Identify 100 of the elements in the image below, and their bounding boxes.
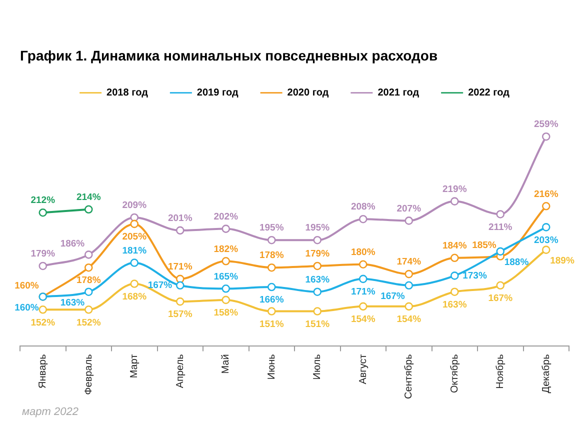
point [450, 288, 459, 296]
point [542, 223, 550, 232]
data-label: 163% [305, 274, 330, 286]
legend-label: 2021 год [378, 88, 420, 99]
point [496, 281, 505, 290]
point [84, 250, 93, 259]
point [404, 270, 414, 278]
data-label: 160% [14, 280, 40, 292]
data-label: 184% [442, 240, 468, 252]
data-label: 208% [350, 202, 376, 213]
data-label: 214% [76, 192, 102, 204]
data-label: 151% [305, 318, 330, 330]
point [358, 274, 368, 284]
point [38, 208, 48, 217]
data-label: 152% [30, 317, 56, 328]
data-label: 167% [488, 293, 514, 304]
point [130, 280, 139, 288]
point [222, 284, 230, 293]
x-tick-label: Ноябрь [495, 354, 506, 389]
chart-title: График 1. Динамика номинальных повседневных расходов [20, 47, 438, 64]
data-label: 154% [396, 314, 422, 326]
data-label: 182% [214, 244, 239, 255]
point [176, 297, 184, 306]
data-label: 158% [214, 308, 239, 319]
point [84, 306, 93, 314]
legend-label: 2018 год [106, 88, 149, 99]
point [84, 263, 93, 272]
point [358, 214, 368, 224]
data-label: 179% [305, 248, 330, 260]
data-label: 259% [534, 119, 559, 130]
point [358, 260, 368, 269]
point [450, 197, 459, 206]
x-tick-label: Февраль [83, 354, 94, 395]
legend-label: 2020 год [287, 88, 330, 99]
point [176, 281, 184, 290]
data-label: 216% [534, 188, 559, 200]
x-tick-label: Декабрь [540, 354, 552, 394]
point [313, 236, 322, 244]
data-label: 160% [14, 302, 40, 314]
x-tick-label: Май [220, 354, 232, 374]
point [222, 296, 230, 304]
point [542, 132, 550, 141]
data-label: 202% [214, 211, 239, 222]
data-label: 207% [396, 203, 422, 214]
data-label: 165% [214, 271, 239, 282]
data-label: 152% [76, 317, 102, 328]
data-label: 166% [259, 294, 284, 306]
data-label: 171% [168, 262, 193, 273]
x-tick-label: Март [129, 354, 140, 378]
point [222, 256, 230, 266]
data-label: 211% [488, 222, 513, 233]
data-label: 195% [259, 222, 284, 234]
point [130, 258, 139, 267]
point [38, 306, 48, 314]
data-label: 167% [380, 291, 406, 302]
x-tick-label: Октябрь [449, 354, 460, 393]
data-label: 157% [168, 309, 193, 320]
point [38, 262, 48, 270]
point [496, 247, 505, 256]
data-label: 212% [30, 195, 56, 206]
data-label: 168% [122, 291, 148, 302]
point [130, 220, 139, 228]
point [313, 288, 322, 296]
text: март 2022 [22, 406, 78, 418]
data-label: 189% [550, 255, 575, 266]
data-label: 171% [350, 286, 376, 298]
x-tick-label: Сентябрь [404, 354, 415, 400]
data-label: 201% [168, 213, 193, 224]
point [404, 302, 414, 311]
point [496, 210, 505, 218]
legend-label: 2022 год [468, 88, 510, 99]
data-label: 178% [76, 275, 102, 286]
x-tick-label: Июль [312, 354, 324, 380]
x-tick-label: Январь [38, 354, 49, 388]
data-label: 180% [350, 246, 376, 258]
x-tick-label: Июнь [266, 354, 278, 380]
data-label: 185% [472, 240, 497, 251]
point [404, 216, 414, 225]
data-label: 209% [122, 200, 148, 212]
data-label: 163% [442, 299, 468, 310]
point [84, 205, 93, 214]
point [267, 307, 276, 316]
point [222, 224, 230, 233]
data-label: 219% [442, 184, 468, 195]
data-label: 178% [259, 250, 284, 262]
point [542, 246, 550, 254]
data-label: 179% [30, 248, 56, 260]
point [267, 263, 276, 272]
x-tick-label: Апрель [174, 354, 186, 388]
data-label: 181% [122, 245, 148, 256]
data-label: 154% [350, 314, 376, 326]
point [450, 272, 459, 280]
data-label: 188% [504, 257, 530, 268]
point [267, 236, 276, 244]
data-label: 163% [60, 297, 86, 308]
data-label: 195% [305, 222, 330, 234]
data-label: 151% [259, 318, 284, 330]
data-label: 203% [534, 234, 559, 246]
data-label: 174% [396, 256, 422, 268]
data-label: 167% [148, 280, 173, 292]
